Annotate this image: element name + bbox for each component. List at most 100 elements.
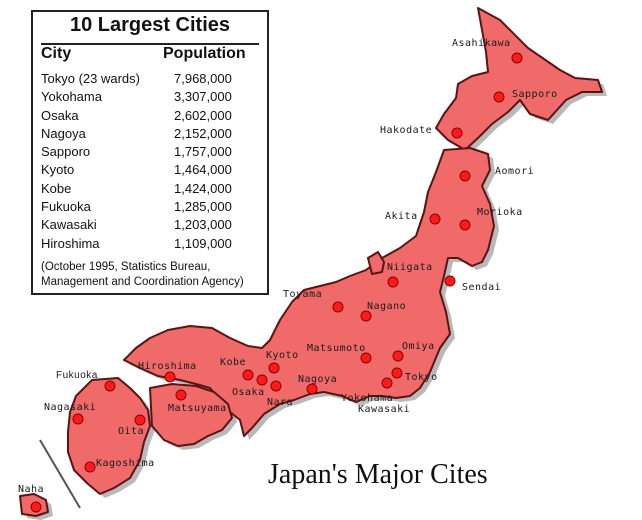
- table-title: 10 Largest Cities: [69, 14, 231, 36]
- row-city: Kyoto: [41, 162, 75, 178]
- label-nagano: Nagano: [367, 301, 406, 312]
- city-dot-naha: [30, 501, 42, 513]
- city-dot-fukuoka: [104, 380, 116, 392]
- label-toyama: Toyama: [283, 289, 322, 300]
- city-dot-matsuyama: [175, 389, 187, 401]
- honshu-island: [123, 147, 495, 437]
- table-title-divider: [41, 43, 259, 45]
- row-city: Fukuoka: [41, 199, 91, 215]
- city-dot-aomori: [459, 170, 471, 182]
- row-city: Hiroshima: [41, 235, 100, 251]
- label-omiya: Omiya: [402, 341, 435, 352]
- label-kyoto: Kyoto: [266, 350, 299, 361]
- label-naha: Naha: [18, 484, 44, 495]
- city-dot-nara: [270, 380, 282, 392]
- label-oita: Oita: [118, 426, 144, 437]
- city-dot-morioka: [459, 219, 471, 231]
- label-kagoshima: Kagoshima: [96, 458, 155, 469]
- row-population: 1,109,000: [174, 235, 232, 251]
- city-dot-niigata: [387, 276, 399, 288]
- city-dot-tokyo: [391, 367, 403, 379]
- label-tokyo: Tokyo: [405, 372, 438, 383]
- row-city: Kawasaki: [41, 217, 97, 233]
- label-yokohama: Yokohama: [341, 393, 393, 404]
- row-city: Kobe: [41, 180, 72, 196]
- row-city: Tokyo (23 wards): [41, 71, 140, 86]
- table-source-note: (October 1995, Statistics Bureau, Manage…: [41, 260, 265, 290]
- table-row: Kobe 1,424,000: [41, 180, 261, 198]
- city-labels: Asahikawa Sapporo Hakodate Aomori Akita …: [18, 38, 558, 495]
- row-city: Osaka: [41, 107, 79, 123]
- row-city: Sapporo: [41, 144, 91, 160]
- row-city: Yokohama: [41, 89, 102, 105]
- city-dot-hakodate: [451, 127, 463, 139]
- label-hakodate: Hakodate: [380, 125, 432, 136]
- city-dot-matsumoto: [360, 352, 372, 364]
- table-row: Nagoya 2,152,000: [41, 125, 261, 143]
- label-sendai: Sendai: [462, 282, 501, 293]
- city-dots: [30, 52, 523, 513]
- city-dot-oita: [134, 414, 146, 426]
- source-note-line1: (October 1995, Statistics Bureau,: [41, 261, 211, 273]
- city-dot-osaka: [256, 374, 268, 386]
- city-dot-sapporo: [493, 91, 505, 103]
- table-row: Tokyo (23 wards) 7,968,000: [41, 70, 261, 88]
- city-dot-kyoto: [268, 362, 280, 374]
- row-population: 1,285,000: [174, 199, 232, 215]
- label-fukuoka: Fukuoka: [56, 370, 98, 381]
- map-title: Japan's Major Cites: [268, 459, 488, 490]
- label-asahikawa: Asahikawa: [452, 38, 511, 49]
- city-dot-nagasaki: [72, 413, 84, 425]
- table-row: Fukuoka 1,285,000: [41, 198, 261, 216]
- row-population: 1,464,000: [174, 162, 232, 178]
- label-morioka: Morioka: [477, 207, 523, 218]
- label-nagoya: Nagoya: [298, 374, 337, 385]
- label-matsuyama: Matsuyama: [168, 403, 227, 414]
- city-dot-sendai: [444, 275, 456, 287]
- label-aomori: Aomori: [495, 166, 534, 177]
- city-dot-kobe: [242, 369, 254, 381]
- label-nagasaki: Nagasaki: [44, 402, 96, 413]
- city-dot-kagoshima: [84, 461, 96, 473]
- city-dot-nagano: [360, 310, 372, 322]
- label-hiroshima: Hiroshima: [138, 361, 197, 372]
- row-population: 1,757,000: [174, 144, 232, 160]
- city-dot-hiroshima: [164, 371, 176, 383]
- row-population: 1,203,000: [174, 217, 232, 233]
- ryukyu-inset-line: [39, 439, 81, 509]
- city-dot-kawasaki: [381, 377, 393, 389]
- sado-island: [367, 251, 385, 275]
- table-row: Hiroshima 1,109,000: [41, 235, 261, 253]
- city-dot-akita: [429, 213, 441, 225]
- label-osaka: Osaka: [232, 387, 265, 398]
- city-dot-asahikawa: [511, 52, 523, 64]
- label-nara: Nara: [267, 397, 293, 408]
- column-header-population: Population: [163, 45, 246, 62]
- row-city: Nagoya: [41, 125, 86, 141]
- source-note-line2: Management and Coordination Agency): [41, 276, 244, 288]
- table-row: Kawasaki 1,203,000: [41, 216, 261, 234]
- hokkaido-island: [435, 7, 603, 151]
- row-population: 1,424,000: [174, 180, 232, 196]
- row-population: 2,602,000: [174, 107, 232, 123]
- table-rows: Tokyo (23 wards) 7,968,000 Yokohama 3,307,…: [41, 70, 261, 253]
- label-niigata: Niigata: [387, 262, 433, 273]
- table-row: Kyoto 1,464,000: [41, 161, 261, 179]
- city-dot-nagoya: [306, 383, 318, 395]
- label-sapporo: Sapporo: [512, 89, 558, 100]
- city-dot-toyama: [332, 301, 344, 313]
- label-kobe: Kobe: [220, 357, 246, 368]
- table-row: Osaka 2,602,000: [41, 107, 261, 125]
- city-dot-omiya: [392, 350, 404, 362]
- label-akita: Akita: [385, 211, 418, 222]
- shikoku-island: [149, 383, 233, 447]
- table-row: Yokohama 3,307,000: [41, 88, 261, 106]
- row-population: 3,307,000: [174, 89, 232, 105]
- table-row: Sapporo 1,757,000: [41, 143, 261, 161]
- row-population: 7,968,000: [174, 71, 232, 86]
- largest-cities-table: 10 Largest Cities City Population Tokyo …: [31, 10, 269, 295]
- column-header-city: City: [41, 45, 72, 62]
- label-kawasaki: Kawasaki: [358, 404, 410, 415]
- label-matsumoto: Matsumoto: [307, 343, 366, 354]
